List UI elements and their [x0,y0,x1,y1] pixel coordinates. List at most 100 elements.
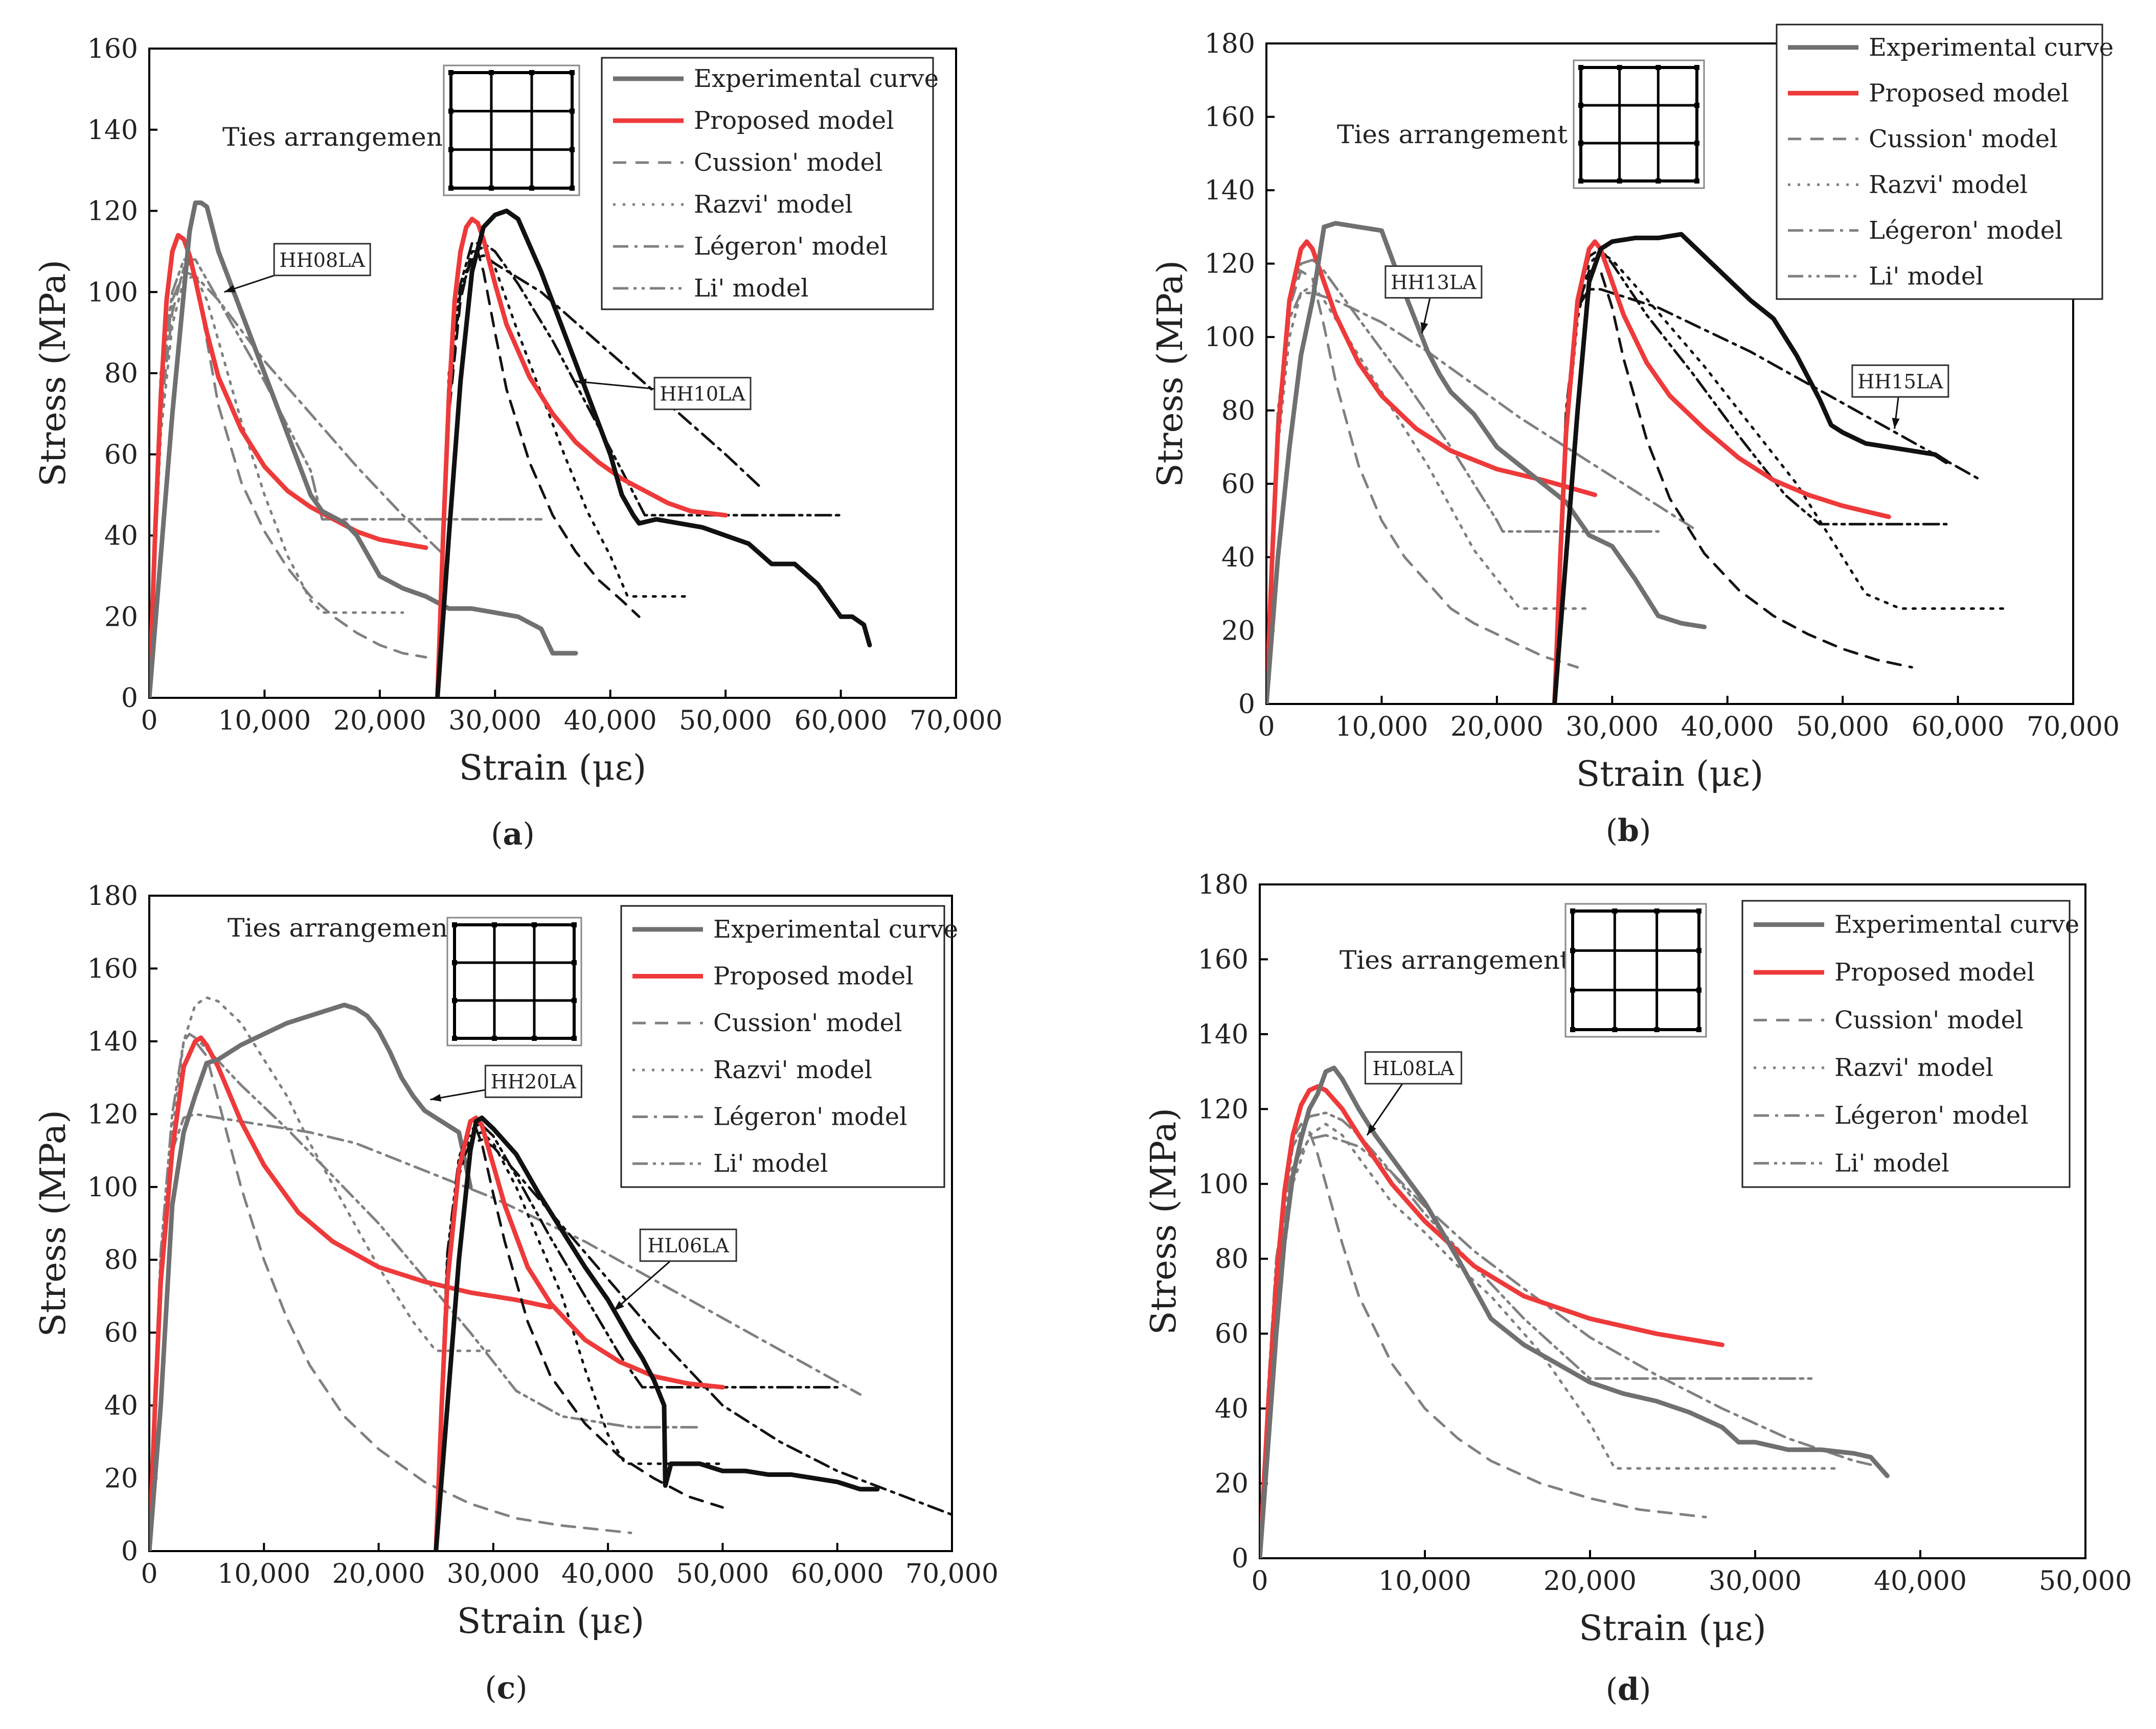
series-line-hh13la-proposed-model [1266,239,1597,704]
x-tick-label: 0 [141,706,157,736]
annotation-label: HH08LA [279,249,365,271]
x-tick-label: 40,000 [1874,1566,1967,1597]
legend: Experimental curve Proposed model Cussion'… [620,905,958,1188]
y-tick-label: 0 [1232,1543,1249,1574]
inset-rebar-dot [452,960,457,965]
inset-rebar-dot [572,960,577,965]
series-line-hl08la-li-model [1260,1111,1814,1558]
inset-frame [443,64,580,196]
series-line-hh15la-experimental-curve [1552,232,1949,704]
inset-rebar-dot [1696,1027,1701,1032]
specimen-hh08la [149,200,578,698]
y-tick-label: 80 [104,358,138,389]
plot-series-group [1260,1065,1890,1558]
ties-arrangement-inset [1564,903,1707,1038]
ties-arrangement-inset [446,917,582,1046]
inset-rebar-dot [1696,987,1701,993]
inset-rebar-dot [1694,103,1699,108]
inset-rebar-dot [1655,178,1661,184]
y-tick-label: 140 [1198,1019,1249,1050]
inset-rebar-dot [1617,65,1622,70]
ties-arrangement-label: Ties arrangement [1337,120,1568,149]
panel-label-close: ) [523,816,534,852]
inset-rebar-dot [1578,141,1583,146]
panel-label-close: ) [515,1670,527,1706]
inset-rebar-dot [448,70,453,75]
y-tick-label: 40 [1221,542,1255,573]
legend: Experimental curve Proposed model Cussion'… [1741,900,2079,1188]
x-tick-label: 50,000 [676,1559,769,1589]
legend-box [601,57,934,310]
x-tick-label: 70,000 [2027,712,2120,742]
x-tick-label: 40,000 [561,1559,654,1589]
y-axis-label: Stress (MPa) [1150,260,1191,487]
inset-frame [1564,903,1707,1038]
annotation-box [639,1228,737,1262]
specimen-hh13la [1266,221,1707,704]
series-line-hh10la-proposed-model [435,216,728,698]
y-tick-label: 60 [1215,1319,1249,1350]
specimen-hh15la [1552,232,2006,704]
inset-hoop [449,71,574,190]
legend-label-cussion-model: Cussion' model [694,148,882,177]
inset-rebar-dot [1570,948,1575,953]
panel-label-letter: d [1618,1672,1639,1708]
legend: Experimental curve Proposed model Cussion'… [1776,24,2114,300]
panel-label-open: ( [1606,1672,1618,1708]
panel-a: 0 10,000 20,000 30,000 40,000 50,000 60,000 70,… [33,34,1003,852]
annotation-box [1364,1051,1462,1085]
y-tick-label: 100 [1198,1169,1249,1200]
specimen-hl08la [1260,1065,1890,1558]
y-tick-label: 20 [104,1464,138,1494]
legend-label-experimental-curve: Experimental curve [1869,33,2114,62]
series-line-hh10la-razvi-model [436,246,692,698]
series-line-hl06la-experimental-curve [434,1116,880,1551]
annotation-box [1385,265,1483,299]
legend: Experimental curve Proposed model Cussion'… [601,57,939,310]
series-line-hh10la-li-model [436,242,843,698]
panel-label: (d) [1606,1672,1651,1708]
y-tick-label: 160 [1205,102,1255,133]
series-line-hh20la-li-model [149,1033,701,1551]
panel-label: (b) [1606,813,1651,849]
y-tick-label: 100 [1205,322,1255,353]
y-tick-label: 180 [1198,870,1249,900]
inset-rebar-dot [492,922,497,927]
inset-rebar-dot [452,998,457,1003]
series-line-hh08la-proposed-model [149,233,428,698]
plot-frame [148,895,953,1552]
legend-label-razvi-model: Razvi' model [1869,170,2028,199]
annotation-label: HH10LA [660,383,745,405]
series-line-hh15la-cussion-model [1553,269,1913,704]
panel-label-open: ( [1606,813,1618,849]
panel-label-close: ) [1639,1672,1651,1708]
inset-rebar-dot [572,998,577,1003]
inset-rebar-dot [1654,908,1660,914]
panel-c: 0 10,000 20,000 30,000 40,000 50,000 60,000 70,… [33,881,998,1706]
x-axis-label: Strain (με) [457,1601,645,1642]
plot-frame [1259,883,2086,1559]
x-tick-label: 60,000 [795,706,888,736]
series-line-hl08la-cussion-model [1260,1123,1707,1558]
series-line-hl06la-li-model [435,1124,839,1551]
series-line-hh15la-proposed-model [1552,239,1891,704]
x-tick-label: 20,000 [1450,712,1544,742]
inset-rebar-dot [1654,1027,1660,1032]
series-line-hh20la-cussion-model [149,1040,632,1551]
inset-rebar-dot [452,922,457,927]
inset-rebar-dot [532,922,537,927]
inset-rebar-dot [489,70,494,75]
legend-label-l-geron-model: Légeron' model [694,232,888,261]
y-tick-label: 40 [1215,1394,1249,1424]
inset-rebar-dot [532,1036,537,1041]
ties-arrangement-label: Ties arrangement [222,122,453,152]
x-tick-label: 40,000 [1681,712,1774,742]
y-tick-label: 180 [87,881,138,912]
x-tick-label: 10,000 [218,706,311,736]
legend-label-l-geron-model: Légeron' model [1869,216,2063,245]
y-tick-label: 0 [121,683,138,714]
panel-label-open: ( [491,816,503,852]
series-line-hl06la-proposed-model [434,1116,725,1551]
annotation-arrowhead [1420,322,1428,334]
x-tick-label: 70,000 [905,1559,998,1589]
